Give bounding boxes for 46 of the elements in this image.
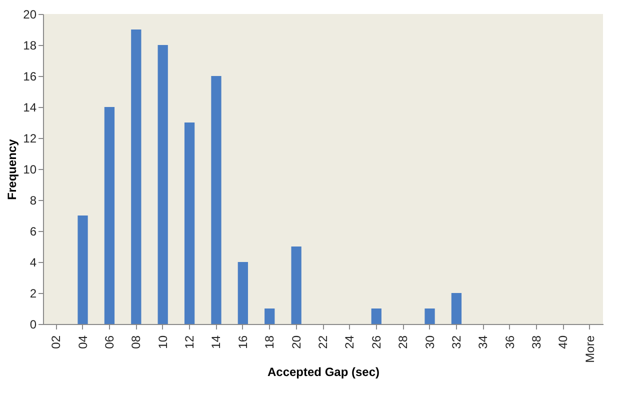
y-tick-label: 6 bbox=[30, 224, 37, 238]
bar bbox=[131, 30, 142, 324]
x-tick-label: 10 bbox=[156, 335, 170, 349]
x-tick-label: 06 bbox=[102, 335, 116, 349]
y-tick-label: 10 bbox=[23, 162, 37, 176]
y-axis-title: Frequency bbox=[5, 138, 20, 200]
bar bbox=[451, 293, 462, 324]
bar bbox=[211, 76, 222, 324]
y-tick-label: 8 bbox=[30, 194, 37, 208]
x-tick-label: More bbox=[582, 335, 597, 363]
y-tick-label: 12 bbox=[23, 132, 37, 146]
x-tick-label: 32 bbox=[449, 335, 464, 349]
bar bbox=[104, 107, 115, 324]
bar bbox=[184, 122, 195, 324]
x-tick-label: 04 bbox=[76, 335, 90, 349]
y-tick-label: 2 bbox=[30, 286, 37, 300]
y-tick-label: 14 bbox=[23, 100, 37, 114]
x-tick-label: 02 bbox=[49, 335, 64, 349]
x-tick-label: 20 bbox=[289, 335, 304, 349]
y-tick-label: 16 bbox=[23, 70, 37, 84]
x-tick-label: 12 bbox=[182, 335, 197, 349]
bar bbox=[78, 216, 88, 324]
y-tick-label: 18 bbox=[23, 38, 37, 52]
x-tick-label: 38 bbox=[530, 335, 544, 349]
x-tick-label: 16 bbox=[236, 335, 250, 349]
y-tick-label: 4 bbox=[30, 256, 37, 270]
x-tick-label: 18 bbox=[262, 335, 277, 349]
x-tick-label: 22 bbox=[316, 335, 330, 349]
y-tick-label: 0 bbox=[30, 318, 37, 332]
x-tick-label: 34 bbox=[476, 335, 490, 349]
x-tick-label: 30 bbox=[422, 335, 437, 349]
y-tick-label: 20 bbox=[23, 8, 37, 22]
bar bbox=[424, 308, 435, 324]
bar bbox=[264, 308, 275, 324]
x-tick-label: 28 bbox=[396, 335, 410, 349]
x-tick-label: 36 bbox=[502, 335, 517, 349]
x-tick-label: 24 bbox=[342, 335, 357, 349]
bar bbox=[158, 45, 168, 324]
x-tick-label: 40 bbox=[556, 335, 570, 349]
x-tick-label: 26 bbox=[369, 335, 384, 349]
x-tick-label: 08 bbox=[129, 335, 144, 349]
x-tick-label: 14 bbox=[209, 335, 224, 349]
bar bbox=[291, 246, 302, 324]
bar bbox=[371, 308, 382, 324]
x-axis-title: Accepted Gap (sec) bbox=[267, 364, 380, 379]
bar bbox=[238, 262, 248, 324]
